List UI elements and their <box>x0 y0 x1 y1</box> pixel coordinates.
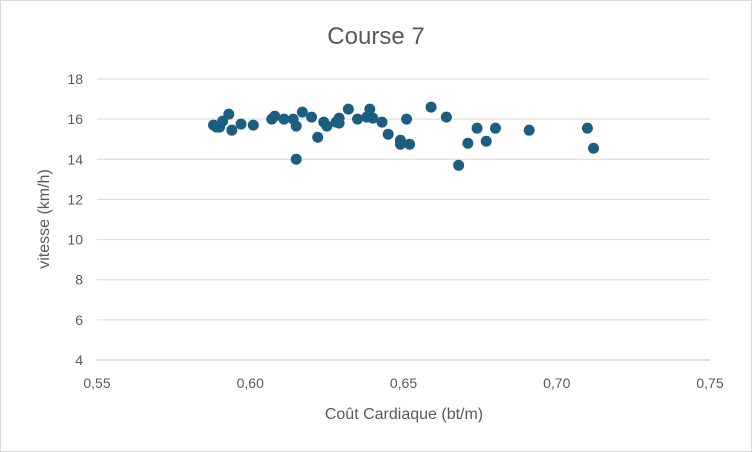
x-tick-label: 0,60 <box>237 375 264 391</box>
data-point <box>226 124 238 136</box>
y-tick-label: 10 <box>67 232 83 248</box>
data-point <box>588 142 600 154</box>
data-point <box>364 103 376 115</box>
data-point <box>376 116 388 128</box>
data-point <box>453 159 465 171</box>
data-point <box>312 131 324 143</box>
y-axis-title: vitesse (km/h) <box>36 169 53 269</box>
data-point <box>425 101 437 113</box>
x-tick-label: 0,65 <box>390 375 417 391</box>
data-point <box>401 113 413 125</box>
data-point <box>367 112 379 124</box>
data-point <box>290 120 302 132</box>
data-point <box>306 111 318 123</box>
data-point <box>489 122 501 134</box>
data-point <box>471 122 483 134</box>
data-point <box>290 153 302 165</box>
y-tick-label: 6 <box>75 312 83 328</box>
y-tick-label: 4 <box>75 352 83 368</box>
data-point <box>296 106 308 118</box>
x-tick-label: 0,75 <box>696 375 723 391</box>
data-point <box>269 110 281 122</box>
x-tick-label: 0,70 <box>543 375 570 391</box>
data-point <box>223 108 235 120</box>
x-tick-label: 0,55 <box>83 375 110 391</box>
data-point <box>394 138 406 150</box>
data-points <box>207 101 600 171</box>
y-tick-label: 18 <box>67 71 83 87</box>
data-point <box>342 103 354 115</box>
data-point <box>352 113 364 125</box>
x-axis-title: Coût Cardiaque (bt/m) <box>325 406 483 423</box>
data-point <box>247 119 259 131</box>
data-point <box>382 128 394 140</box>
y-tick-label: 12 <box>67 191 83 207</box>
data-point <box>462 137 474 149</box>
data-point <box>278 113 290 125</box>
chart-title: Course 7 <box>327 23 424 50</box>
data-point <box>440 111 452 123</box>
y-tick-label: 14 <box>67 151 83 167</box>
data-point <box>404 138 416 150</box>
data-point <box>480 135 492 147</box>
data-point <box>523 124 535 136</box>
y-tick-label: 8 <box>75 272 83 288</box>
y-tick-labels: 4 6 8 10 12 14 16 18 <box>67 71 83 368</box>
data-point <box>581 122 593 134</box>
y-tick-label: 16 <box>67 111 83 127</box>
data-point <box>321 120 333 132</box>
data-point <box>235 118 247 130</box>
x-tick-labels: 0,55 0,60 0,65 0,70 0,75 <box>83 375 723 391</box>
data-point <box>333 117 345 129</box>
